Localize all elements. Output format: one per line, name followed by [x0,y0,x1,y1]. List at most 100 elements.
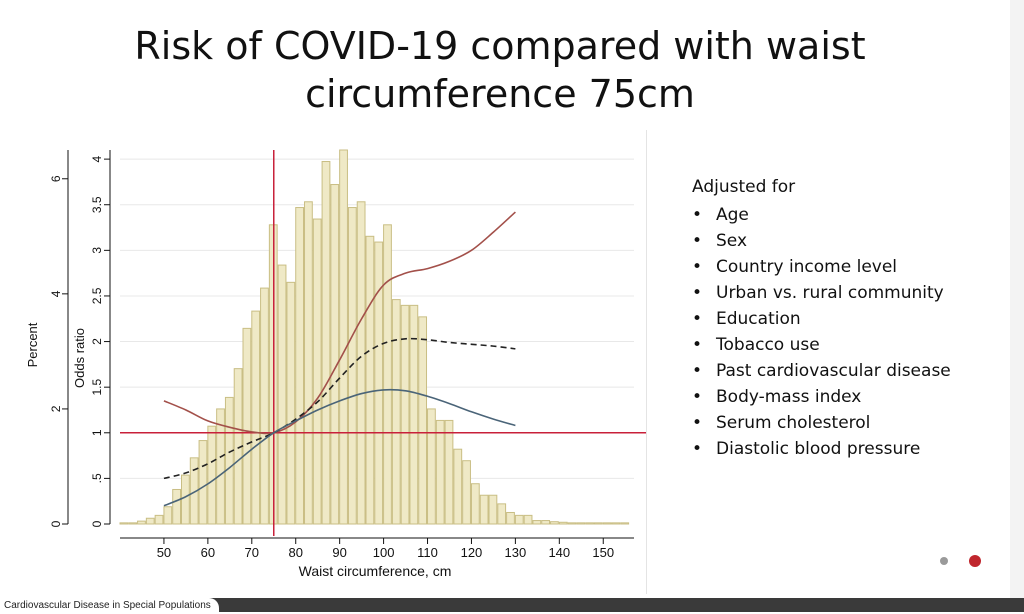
histogram-bar [224,396,234,525]
histogram-bar [260,287,269,525]
odds-tick-label: 2.5 [90,287,104,304]
odds-curve-2 [163,337,516,480]
x-axis-label: Waist circumference, cm [299,563,452,579]
histogram-bar [550,521,559,525]
x-tick-label: 60 [201,545,215,560]
histogram-bar [154,514,164,525]
x-tick-label: 50 [157,545,171,560]
window-edge [1010,0,1024,598]
histogram-bar [163,506,173,525]
percent-tick-label: 6 [49,175,63,182]
histogram-bar [304,201,313,525]
histogram-bar [312,218,322,525]
histogram-bar [488,494,498,525]
histogram-bar [585,522,594,525]
histogram-bar [339,149,348,525]
adjusted-for-list: Adjusted for Age Sex Country income leve… [692,174,951,462]
y-axis-label: Percent [25,322,40,367]
histogram-bar [119,522,129,525]
histogram-bar [611,522,621,525]
histogram-bar [128,522,138,525]
x-tick-label: 120 [461,545,483,560]
histogram-bar [383,224,392,525]
percent-tick-label: 4 [49,290,63,297]
histogram-bar [602,522,612,525]
odds-curves [163,211,516,507]
histogram-bar [523,514,533,525]
histogram-bar [216,408,225,525]
histogram-bar [453,448,463,525]
adjusted-item: Past cardiovascular disease [692,358,951,384]
x-tick-label: 80 [288,545,302,560]
odds-tick-label: 0 [90,520,104,527]
x-tick-label: 150 [592,545,614,560]
histogram-bar [295,207,305,525]
odds-tick-label: 3.5 [90,196,104,213]
histogram-bar [400,304,410,525]
current-slide-dot[interactable] [969,555,981,567]
histogram-bar [145,517,155,525]
odds-tick-label: 2 [90,338,104,345]
histogram-bar [181,474,190,525]
y2-axis-label: Odds ratio [72,328,87,388]
odds-tick-label: 3 [90,247,104,254]
histogram-bar [330,184,340,525]
histogram-bar [391,299,401,525]
histogram-bar [356,201,366,525]
histogram-bar [567,522,577,525]
x-tick-label: 70 [245,545,259,560]
odds-tick-label: .5 [90,473,104,483]
histogram-bar [418,316,428,525]
histogram-bar [321,161,331,525]
odds-tick-label: 4 [90,155,104,162]
adjusted-for-heading: Adjusted for [692,177,796,197]
chart-panel: 0 2 4 6 0.5 1 1.5 2 2.5 3 3.5 4 50 60 70 80 90 100 110 120 1… [0,130,647,594]
x-tick-label: 100 [373,545,395,560]
odds-curve-1 [163,211,516,435]
histogram-bar [427,408,436,525]
odds-tick-label: 1 [90,429,104,436]
x-tick-label: 90 [332,545,346,560]
adjusted-item: Body-mass index [692,384,951,410]
histogram-bar [374,241,384,525]
adjusted-item: Tobacco use [692,332,951,358]
footer-label: Cardiovascular Disease in Special Popula… [0,598,219,612]
adjusted-item: Education [692,306,951,332]
footer-bar: Cardiovascular Disease in Special Popula… [0,598,1024,612]
histogram-bar [497,503,507,525]
histogram-bar [593,522,603,525]
histogram-bar [286,281,296,525]
odds-curve-3 [163,388,516,507]
histogram-bar [277,264,287,525]
histogram-bar [620,522,630,525]
x-tick-label: 130 [505,545,527,560]
histogram-bar [409,304,419,525]
histogram-bar [444,419,454,525]
histogram-bars [119,149,630,525]
histogram-bar [172,488,182,525]
percent-tick-label: 2 [49,405,63,412]
histogram-bar [435,419,445,525]
prev-slide-dot[interactable] [940,557,948,565]
adjusted-item: Sex [692,228,951,254]
adjusted-item: Urban vs. rural community [692,280,951,306]
histogram-bar [506,511,515,525]
histogram-bar [532,520,542,525]
histogram-bar [242,327,252,525]
histogram-bar [207,425,217,525]
histogram-bar [251,310,261,525]
histogram-bar [470,483,480,525]
histogram-bar [462,460,471,525]
histogram-bar [541,520,551,525]
histogram-bar [558,521,568,525]
x-tick-label: 140 [548,545,570,560]
adjusted-item: Diastolic blood pressure [692,436,951,462]
percent-tick-label: 0 [49,520,63,527]
slide-title: Risk of COVID-19 compared with waist cir… [134,24,866,116]
adjusted-item: Serum cholesterol [692,410,951,436]
odds-tick-label: 1.5 [90,379,104,396]
histogram-bar [137,520,146,525]
histogram-bar [479,494,489,525]
